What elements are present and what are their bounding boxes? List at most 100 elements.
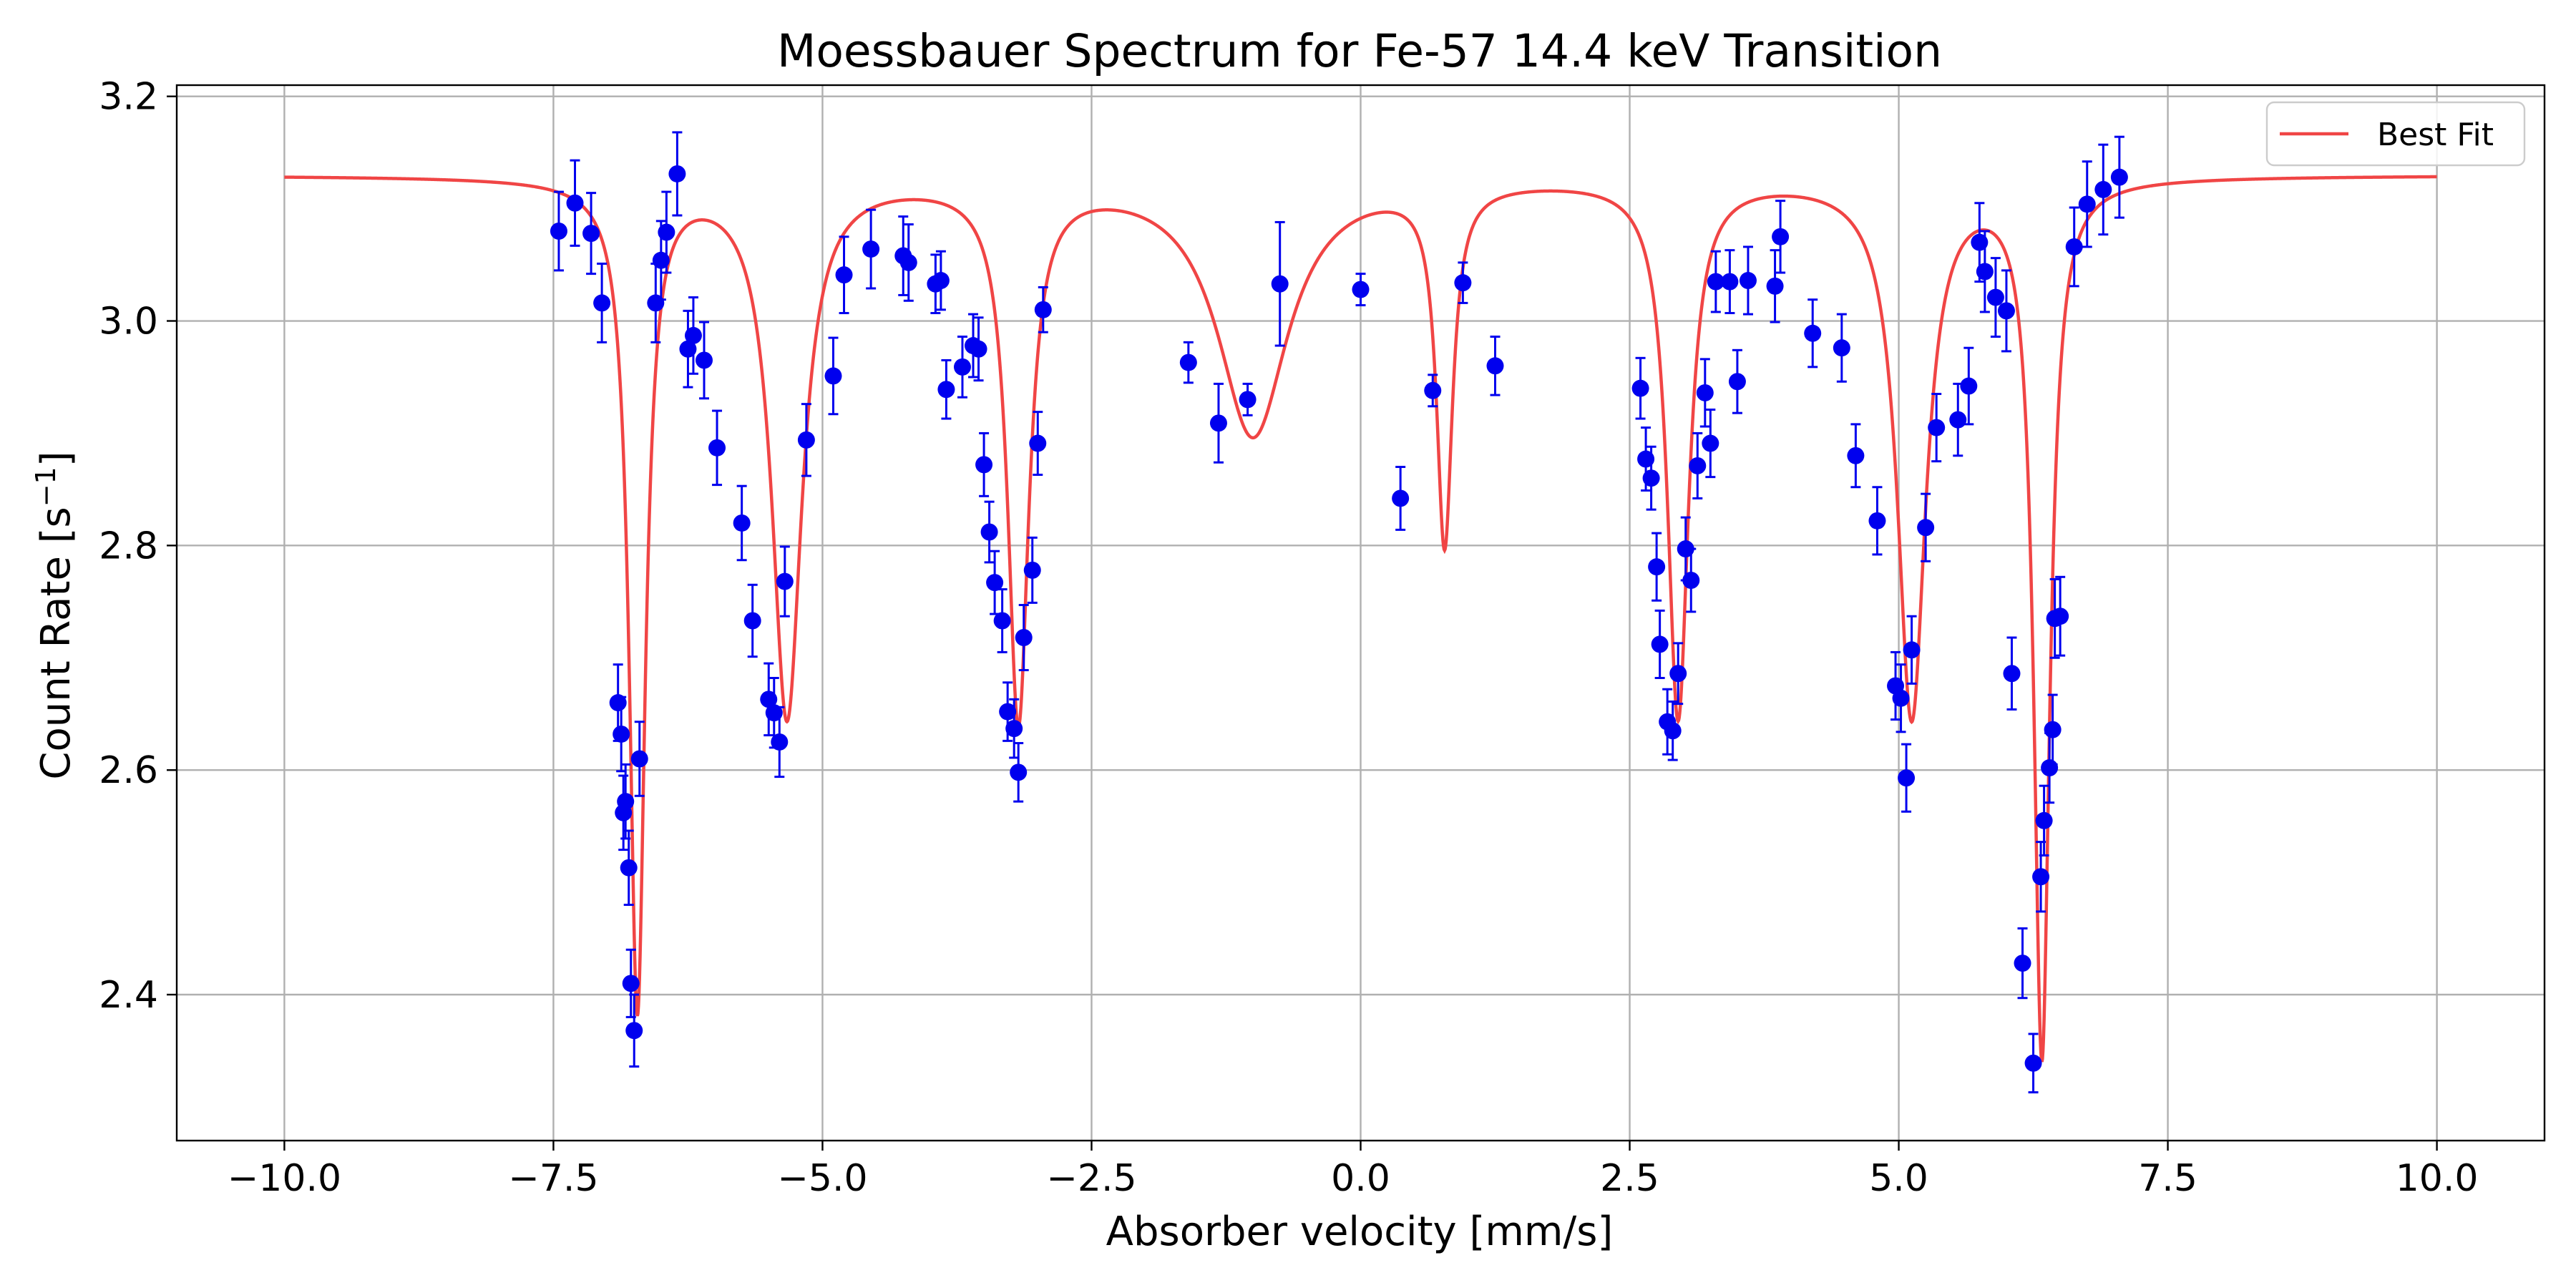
data-point	[668, 165, 686, 182]
data-point	[733, 514, 751, 532]
data-point	[1949, 411, 1967, 429]
data-point	[1892, 689, 1910, 707]
data-point	[824, 367, 842, 385]
data-point	[1997, 302, 2015, 320]
data-point	[1454, 274, 1472, 292]
data-point	[2065, 238, 2083, 255]
data-point	[1005, 720, 1023, 738]
data-point	[566, 194, 584, 212]
data-point	[1772, 228, 1790, 245]
data-point	[1010, 763, 1028, 781]
x-tick-label: 7.5	[2138, 1157, 2197, 1200]
data-point	[622, 975, 640, 992]
data-point	[582, 225, 600, 243]
data-point	[1179, 353, 1197, 371]
data-point	[1689, 457, 1707, 474]
data-point	[980, 523, 998, 541]
x-tick-label: 0.0	[1331, 1157, 1390, 1200]
y-tick-label: 2.4	[99, 974, 158, 1017]
data-point	[1637, 450, 1655, 468]
data-point	[1728, 373, 1746, 391]
data-point	[2110, 168, 2128, 186]
data-point	[2024, 1054, 2042, 1072]
data-point	[760, 691, 778, 708]
x-tick-label: 10.0	[2396, 1157, 2479, 1200]
data-point	[835, 266, 853, 284]
data-point	[1392, 489, 1410, 507]
data-point	[1976, 263, 1994, 280]
data-point	[1034, 301, 1052, 318]
data-point	[1833, 339, 1850, 357]
data-point	[797, 431, 815, 449]
data-point	[1898, 769, 1916, 787]
data-point	[953, 358, 971, 376]
data-point	[696, 351, 713, 369]
data-point	[2078, 195, 2096, 213]
data-point	[2044, 721, 2062, 738]
x-tick-label: −10.0	[228, 1157, 341, 1200]
data-point	[1023, 561, 1041, 579]
data-point	[1804, 324, 1822, 342]
legend: Best Fit	[2265, 101, 2526, 167]
y-axis-label-end: ]	[33, 451, 79, 467]
data-point	[765, 704, 783, 722]
x-tick-label: −7.5	[508, 1157, 598, 1200]
y-tick-label: 2.8	[99, 525, 158, 567]
data-point	[986, 574, 1004, 592]
data-point	[1847, 447, 1865, 464]
x-axis-label: Absorber velocity [mm/s]	[1106, 1209, 1614, 1255]
data-point	[776, 572, 794, 590]
data-point	[708, 439, 726, 457]
x-tick-label: 5.0	[1869, 1157, 1928, 1200]
data-point	[2014, 955, 2031, 972]
data-point	[975, 456, 993, 474]
data-point	[1739, 272, 1757, 290]
data-point	[593, 294, 611, 312]
data-point	[1352, 280, 1370, 298]
data-point	[1486, 357, 1504, 375]
data-point	[613, 725, 630, 743]
data-point	[1677, 540, 1694, 558]
data-point	[625, 1022, 643, 1040]
data-point	[684, 326, 702, 344]
data-point	[550, 222, 567, 240]
data-point	[1651, 635, 1669, 653]
data-point	[862, 240, 880, 258]
y-axis-label-superscript: −1	[30, 467, 62, 507]
data-point	[630, 750, 648, 768]
data-point	[1702, 434, 1719, 452]
x-tick-label: −5.0	[777, 1157, 867, 1200]
data-point	[1209, 414, 1227, 432]
data-point	[1664, 722, 1682, 740]
data-point	[2051, 608, 2069, 625]
y-axis-label: Count Rate [s−1]	[30, 451, 79, 779]
x-tick-label: −2.5	[1046, 1157, 1136, 1200]
data-point	[1917, 519, 1935, 537]
data-point	[932, 272, 950, 290]
x-axis-ticks: −10.0 −7.5 −5.0 −2.5 0.0 2.5 5.0 7.5 10.0	[228, 1141, 2479, 1200]
data-point	[1669, 665, 1687, 683]
data-point	[609, 694, 627, 712]
data-point	[1903, 641, 1921, 659]
legend-fit-label: Best Fit	[2377, 117, 2494, 153]
y-tick-label: 3.0	[99, 301, 158, 343]
data-point	[937, 381, 955, 399]
data-points	[550, 165, 2128, 1072]
data-point	[1707, 273, 1724, 291]
data-point	[1721, 273, 1739, 291]
y-tick-label: 3.2	[99, 76, 158, 119]
y-axis-label-main: Count Rate [s	[33, 507, 79, 779]
data-point	[2094, 180, 2112, 198]
data-point	[1868, 512, 1886, 530]
data-point	[1960, 377, 1978, 395]
data-point	[1271, 275, 1289, 293]
x-tick-label: 2.5	[1600, 1157, 1659, 1200]
data-point	[1648, 558, 1666, 576]
data-point	[743, 612, 761, 630]
grid-lines	[177, 85, 2545, 1141]
data-point	[1029, 434, 1047, 452]
y-axis-ticks: 2.4 2.6 2.8 3.0 3.2	[99, 76, 177, 1017]
data-point	[999, 703, 1017, 721]
data-point	[1424, 381, 1442, 399]
